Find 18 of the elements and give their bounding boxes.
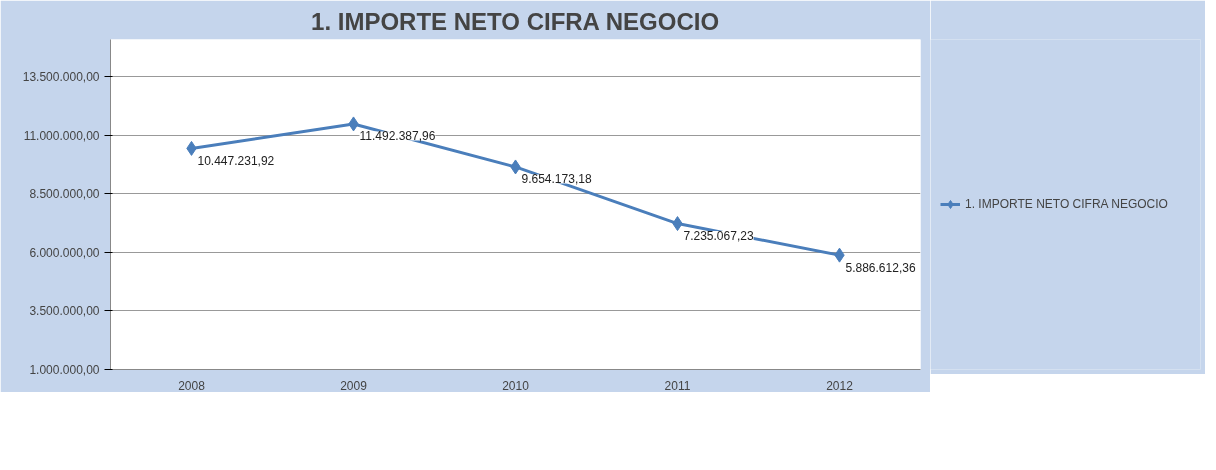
data-label: 7.235.067,23 <box>683 229 754 244</box>
y-tick-label: 13.500.000,00 <box>22 70 100 85</box>
data-label: 9.654.173,18 <box>521 172 592 187</box>
chart-title: 1. IMPORTE NETO CIFRA NEGOCIO <box>311 7 720 35</box>
x-tick-label: 2011 <box>664 378 691 393</box>
x-tick-label: 2010 <box>502 378 530 393</box>
y-tick-label: 6.000.000,00 <box>29 245 100 260</box>
legend-label: 1. IMPORTE NETO CIFRA NEGOCIO <box>965 197 1168 211</box>
y-tick-label: 1.000.000,00 <box>29 363 100 377</box>
data-label: 11.492.387,96 <box>359 129 436 144</box>
x-tick-label: 2012 <box>826 378 854 393</box>
x-tick-label: 2009 <box>340 378 368 393</box>
x-tick-label: 2008 <box>178 378 206 393</box>
data-label: 5.886.612,36 <box>845 260 916 275</box>
y-tick-label: 8.500.000,00 <box>29 187 100 202</box>
data-label: 10.447.231,92 <box>197 153 275 168</box>
y-tick-label: 3.500.000,00 <box>29 304 100 319</box>
y-tick-label: 11.000.000,00 <box>23 128 100 143</box>
